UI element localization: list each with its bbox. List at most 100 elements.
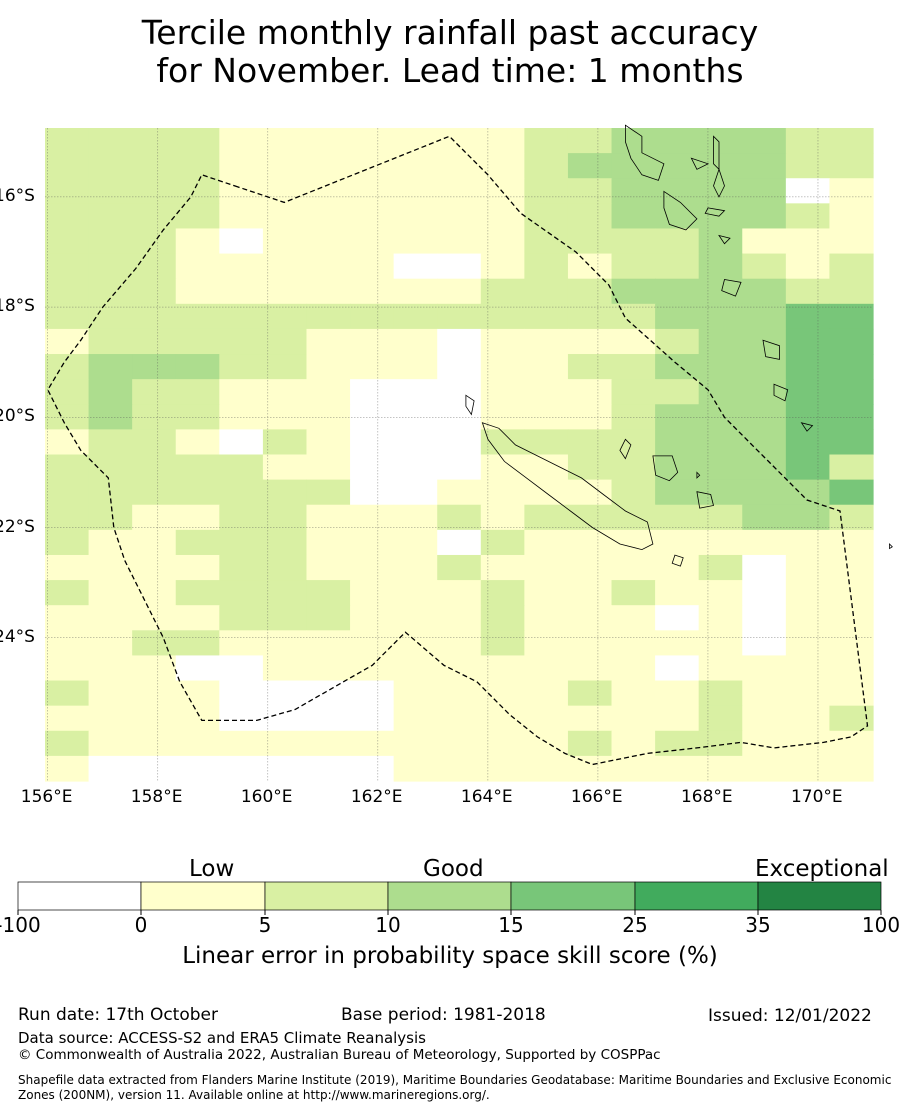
- grid-cell: [698, 554, 743, 581]
- grid-cell: [480, 379, 525, 405]
- grid-cell: [132, 303, 177, 330]
- grid-cell: [393, 730, 438, 757]
- colorbar-segment: [510, 881, 636, 911]
- grid-cell: [567, 404, 613, 430]
- grid-cell: [829, 504, 874, 531]
- grid-cell: [132, 479, 177, 506]
- grid-cell: [742, 354, 787, 380]
- grid-cell: [611, 655, 656, 682]
- grid-cell: [655, 529, 700, 556]
- grid-cell: [785, 479, 831, 506]
- grid-cell: [262, 655, 308, 682]
- grid-cell: [655, 755, 700, 782]
- grid-cell: [829, 228, 874, 255]
- grid-cell: [306, 630, 351, 657]
- grid-cell: [480, 454, 525, 481]
- grid-cell: [698, 529, 743, 556]
- grid-cell: [829, 328, 874, 355]
- grid-cell: [655, 454, 700, 481]
- lon-tick-label: 164°E: [460, 787, 513, 807]
- grid-cell: [45, 529, 90, 556]
- grid-cell: [655, 479, 700, 506]
- tanna-island: [773, 383, 789, 402]
- grid-cell: [132, 730, 177, 757]
- grid-cell: [175, 504, 220, 531]
- grid-cell: [524, 580, 569, 606]
- grid-cell: [567, 379, 613, 405]
- grid-cell: [524, 178, 569, 204]
- grid-cell: [88, 580, 133, 606]
- grid-cell: [350, 128, 395, 154]
- grid-cell: [611, 203, 656, 230]
- grid-cell: [567, 278, 613, 305]
- grid-cell: [742, 730, 787, 757]
- grid-cell: [655, 253, 700, 280]
- grid-cell: [480, 580, 525, 606]
- grid-cell: [306, 354, 351, 380]
- grid-cell: [567, 178, 613, 204]
- grid-cell: [655, 605, 700, 631]
- grid-cell: [698, 705, 743, 732]
- grid-cell: [742, 705, 787, 732]
- grid-cell: [219, 705, 264, 732]
- grid-cell: [698, 479, 743, 506]
- grid-cell: [393, 580, 438, 606]
- grid-cell: [611, 504, 656, 531]
- grid-cell: [393, 705, 438, 732]
- grid-cell: [132, 354, 177, 380]
- grid-cell: [611, 354, 656, 380]
- grid-cell: [350, 529, 395, 556]
- category-exceptional-label: Exceptional: [755, 856, 889, 882]
- colorbar-title: Linear error in probability space skill …: [182, 943, 718, 969]
- grid-cell: [437, 354, 482, 380]
- grid-cell: [132, 605, 177, 631]
- grid-cell: [350, 178, 395, 204]
- grid-cell: [698, 655, 743, 682]
- grid-cell: [132, 580, 177, 606]
- grid-cell: [45, 253, 90, 280]
- grid-cell: [437, 228, 482, 255]
- grid-cell: [829, 655, 874, 682]
- grid-cell: [480, 680, 525, 707]
- grid-cell: [437, 379, 482, 405]
- grid-cell: [567, 630, 613, 657]
- grid-cell: [45, 755, 90, 782]
- grid-cell: [219, 253, 264, 280]
- grid-cell: [132, 253, 177, 280]
- ambrym-island: [704, 207, 726, 217]
- grid-cell: [393, 429, 438, 456]
- grid-cell: [785, 504, 831, 531]
- grid-cell: [437, 479, 482, 506]
- grid-cell: [480, 504, 525, 531]
- grid-cell: [480, 354, 525, 380]
- grid-cell: [655, 655, 700, 682]
- grid-cell: [567, 580, 613, 606]
- grid-cell: [393, 354, 438, 380]
- grid-cell: [567, 253, 613, 280]
- grid-cell: [742, 178, 787, 204]
- grid-cell: [350, 605, 395, 631]
- grid-cell: [567, 203, 613, 230]
- grid-cell: [480, 605, 525, 631]
- aoba-island: [690, 157, 710, 170]
- grid-cell: [219, 479, 264, 506]
- grid-cell: [262, 379, 308, 405]
- grid-cell: [132, 680, 177, 707]
- grid-cell: [393, 680, 438, 707]
- grid-cell: [785, 429, 831, 456]
- colorbar-tick-label: 10: [375, 913, 401, 937]
- grid-cell: [132, 630, 177, 657]
- grid-cell: [480, 730, 525, 757]
- grid-cell: [655, 228, 700, 255]
- grid-cell: [437, 705, 482, 732]
- grid-cell: [350, 730, 395, 757]
- grid-cell: [524, 153, 569, 179]
- grid-cell: [742, 253, 787, 280]
- grid-cell: [175, 278, 220, 305]
- grid-cell: [132, 178, 177, 204]
- grid-cell: [45, 504, 90, 531]
- grid-cell: [698, 755, 743, 782]
- grid-cell: [785, 454, 831, 481]
- grid-cell: [350, 655, 395, 682]
- grid-cell: [785, 680, 831, 707]
